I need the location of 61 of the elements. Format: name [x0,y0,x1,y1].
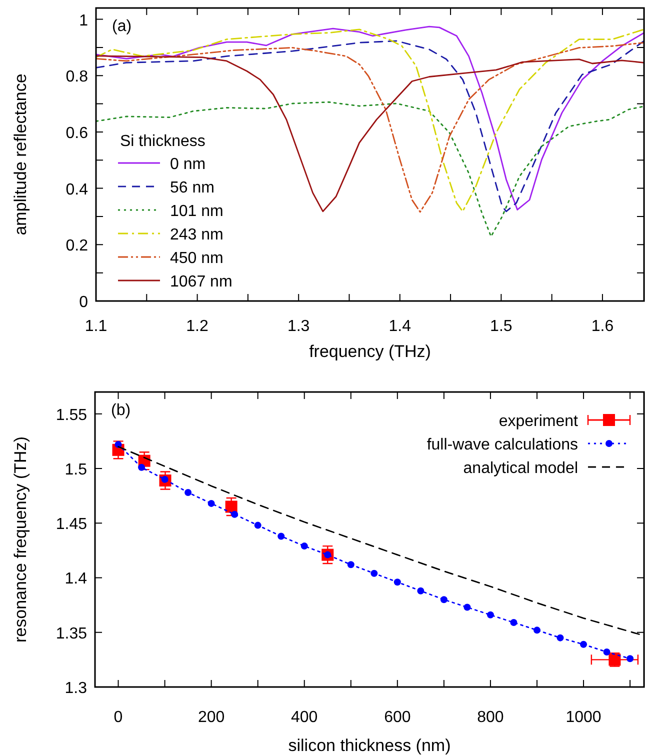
point [626,655,634,662]
legend-label: analytical model [463,460,578,477]
y-tick-label: 0.4 [66,181,88,198]
legend-label: 0 nm [170,156,206,173]
point [417,587,424,594]
x-tick-label: 1.1 [84,318,108,335]
annotation: (b) [111,402,131,419]
point [440,596,448,604]
legend-label: 56 nm [170,180,214,196]
y-tick-label: 1 [79,12,88,30]
x-tick-label: 1.6 [591,318,614,335]
point [208,500,215,507]
x-tick-label: 800 [477,709,504,726]
legend-label: full-wave calculations [426,436,578,454]
x-tick-label: 1000 [566,709,602,726]
y-tick-label: 1.55 [56,406,88,424]
y-tick-label: 0 [79,294,88,311]
x-tick-label: 1.5 [490,318,512,335]
x-axis-title: silicon thickness (nm) [288,736,451,755]
y-tick-label: 1.5 [64,461,88,478]
y-axis-title: amplitude reflectance [11,74,30,236]
point [464,604,471,611]
legend-title: Si thickness [120,133,206,150]
y-tick-label: 1.3 [64,680,88,697]
point [370,570,378,577]
legend-label: experiment [498,413,579,430]
x-tick-label: 600 [384,709,411,726]
y-tick-label: 0.8 [66,68,88,86]
legend-label: 101 nm [170,203,224,220]
point [580,640,588,648]
point [510,619,518,626]
point [603,648,610,656]
y-tick-label: 0.2 [66,238,88,255]
point [138,464,146,471]
point [394,578,401,586]
legend-label: 450 nm [170,250,224,267]
x-tick-label: 200 [198,709,225,726]
x-tick-label: 400 [291,709,318,726]
point [486,611,494,618]
point [278,532,285,540]
point [556,634,564,642]
y-tick-label: 0.6 [66,124,88,142]
x-tick-label: 1.3 [287,318,310,335]
point [347,561,354,568]
point [225,500,238,513]
point [254,522,262,529]
point [533,626,540,634]
legend-label: 243 nm [170,226,224,244]
y-tick-label: 1.4 [64,570,88,588]
annotation: (a) [112,18,132,35]
x-tick-label: 1.4 [388,318,412,335]
x-axis-title: frequency (THz) [309,342,431,361]
y-tick-label: 1.45 [56,516,88,534]
point [184,489,192,496]
legend-label: 1067 nm [170,274,232,290]
x-tick-label: 0 [114,709,123,726]
x-tick-label: 1.2 [186,318,209,335]
point [300,542,308,550]
point [231,510,238,518]
y-tick-label: 1.35 [56,625,88,642]
y-axis-title: resonance frequency (THz) [11,436,30,642]
